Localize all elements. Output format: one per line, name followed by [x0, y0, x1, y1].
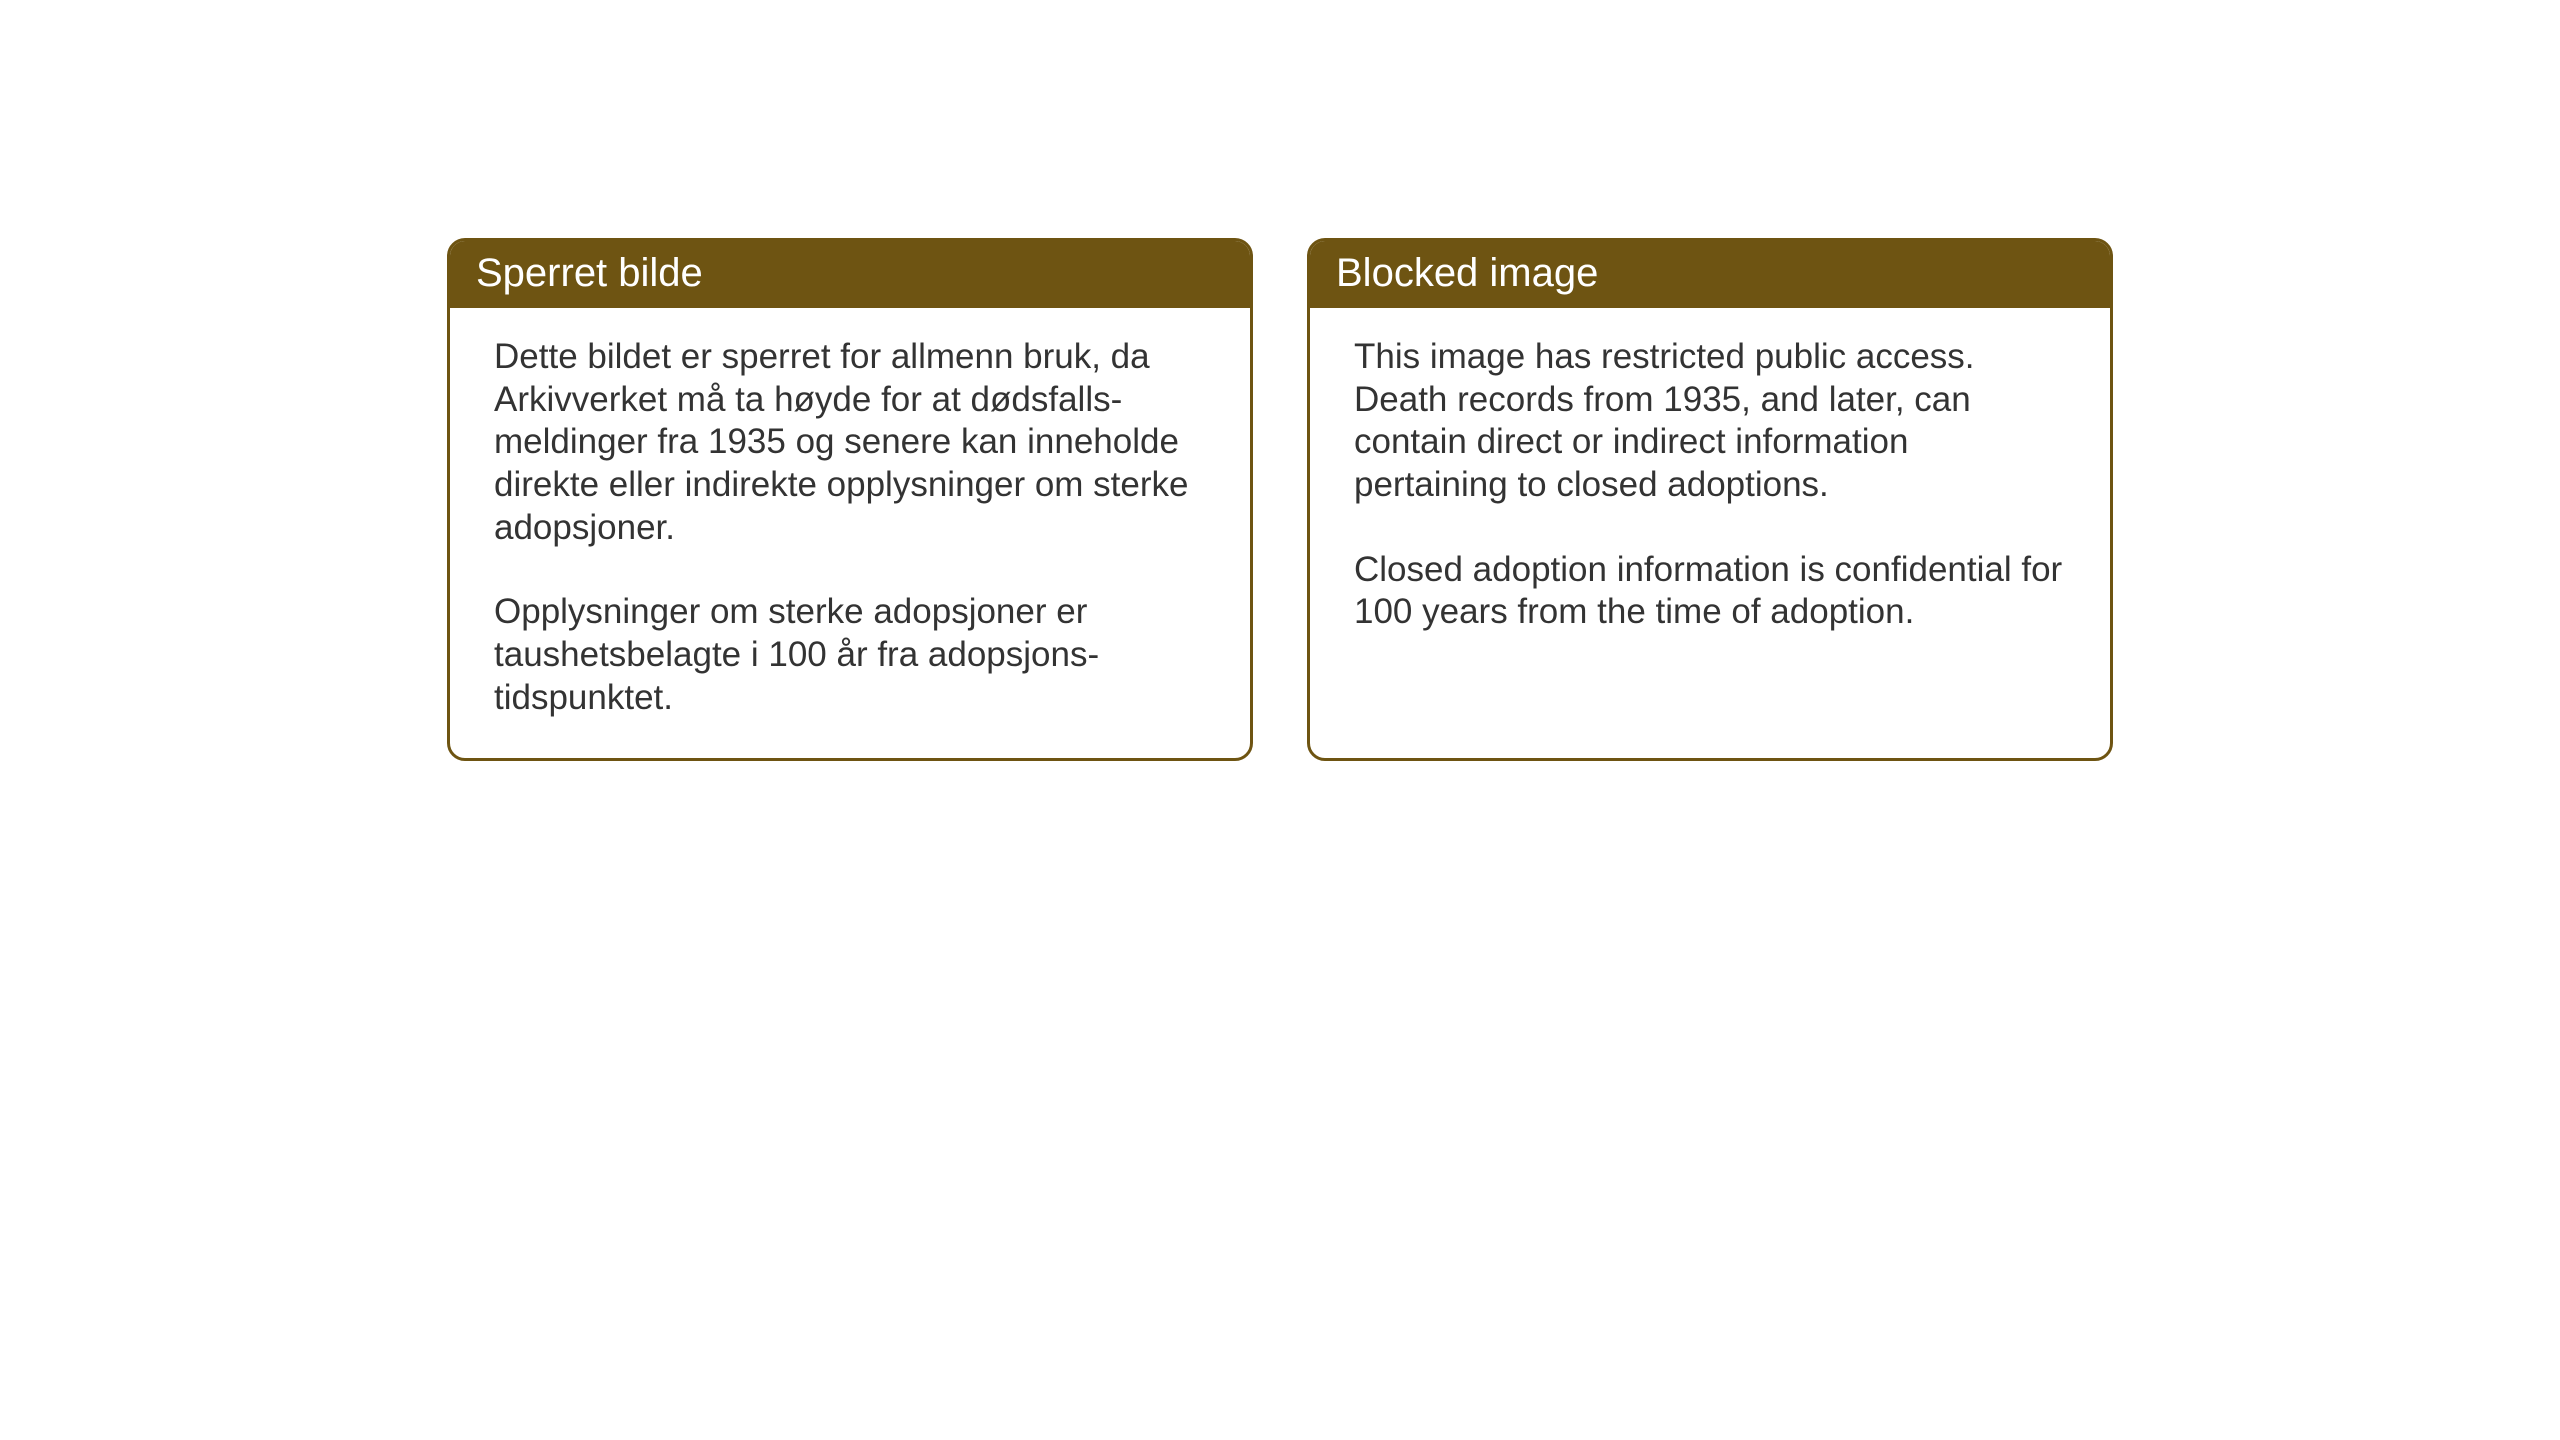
norwegian-notice-card: Sperret bilde Dette bildet er sperret fo… — [447, 238, 1253, 761]
english-paragraph-2: Closed adoption information is confident… — [1354, 549, 2066, 634]
norwegian-card-title: Sperret bilde — [450, 241, 1250, 308]
english-card-body: This image has restricted public access.… — [1310, 308, 2110, 672]
english-notice-card: Blocked image This image has restricted … — [1307, 238, 2113, 761]
norwegian-paragraph-2: Opplysninger om sterke adopsjoner er tau… — [494, 591, 1206, 719]
english-card-title: Blocked image — [1310, 241, 2110, 308]
english-paragraph-1: This image has restricted public access.… — [1354, 336, 2066, 507]
notice-container: Sperret bilde Dette bildet er sperret fo… — [447, 238, 2113, 761]
norwegian-card-body: Dette bildet er sperret for allmenn bruk… — [450, 308, 1250, 758]
norwegian-paragraph-1: Dette bildet er sperret for allmenn bruk… — [494, 336, 1206, 549]
